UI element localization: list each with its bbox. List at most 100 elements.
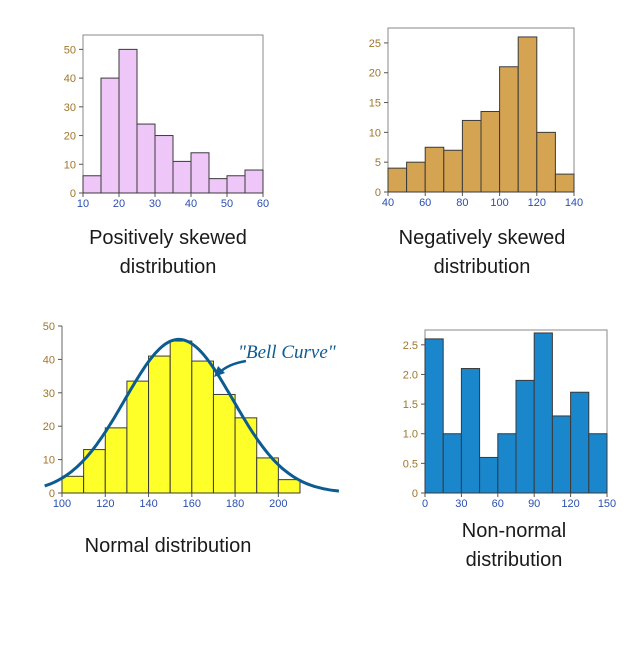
histogram-bar bbox=[169, 340, 193, 494]
y-tick-label: 10 bbox=[369, 127, 381, 139]
histogram-bar bbox=[387, 167, 408, 193]
histogram-bar bbox=[479, 456, 499, 494]
histogram-bar bbox=[536, 131, 556, 193]
y-tick-label: 25 bbox=[369, 38, 381, 50]
histogram-bar bbox=[136, 123, 156, 194]
histogram-bar bbox=[172, 160, 192, 194]
histogram-bar bbox=[406, 161, 426, 193]
histogram-bar bbox=[118, 48, 138, 194]
chart-caption: Positively skewed bbox=[89, 227, 247, 249]
negatively-skewed-panel: 0 5 10 15 20 25 40 60 80 100 120 140 Negatively skew… bbox=[369, 27, 583, 278]
histogram-bar bbox=[443, 149, 463, 193]
x-tick-label: 150 bbox=[598, 498, 616, 510]
histogram-bar bbox=[100, 77, 120, 194]
histogram-bar bbox=[208, 178, 228, 194]
x-tick-label: 100 bbox=[490, 197, 508, 209]
bell-curve-line bbox=[44, 337, 340, 493]
chart-caption: Normal distribution bbox=[85, 535, 252, 557]
x-tick-label: 180 bbox=[226, 498, 244, 510]
histogram-bar bbox=[480, 110, 501, 193]
histogram-bar bbox=[190, 152, 210, 194]
x-tick-label: 40 bbox=[185, 198, 197, 210]
y-tick-label: 20 bbox=[43, 421, 55, 433]
chart-caption: distribution bbox=[434, 256, 531, 278]
histogram-bar bbox=[148, 355, 171, 494]
normal-distribution-panel: 0 10 20 30 40 50 100 120 140 160 180 200 "Bell Curve… bbox=[43, 321, 340, 557]
y-tick-label: 30 bbox=[64, 102, 76, 114]
y-tick-label: 1.5 bbox=[403, 399, 418, 411]
histogram-bar bbox=[460, 368, 481, 494]
y-tick-label: 10 bbox=[43, 455, 55, 467]
histogram-bar bbox=[244, 169, 264, 194]
x-tick-label: 40 bbox=[382, 197, 394, 209]
histogram-bar bbox=[212, 393, 236, 494]
y-tick-label: 50 bbox=[64, 44, 76, 56]
x-tick-label: 120 bbox=[528, 197, 546, 209]
histogram-bar bbox=[588, 433, 608, 494]
histogram-bar bbox=[461, 119, 482, 193]
histogram-bar bbox=[554, 173, 575, 193]
chart-caption: Negatively skewed bbox=[399, 227, 566, 249]
y-tick-label: 30 bbox=[43, 388, 55, 400]
histogram-bar bbox=[61, 475, 85, 494]
y-tick-label: 2.0 bbox=[403, 369, 418, 381]
histogram-bar bbox=[104, 427, 128, 494]
x-tick-label: 60 bbox=[419, 197, 431, 209]
y-tick-label: 1.0 bbox=[403, 429, 418, 441]
x-tick-label: 90 bbox=[528, 498, 540, 510]
y-tick-label: 0 bbox=[70, 188, 76, 200]
histogram-bar bbox=[226, 175, 246, 194]
histogram-bar bbox=[551, 415, 572, 494]
histogram-bar bbox=[533, 332, 553, 494]
histogram-bar bbox=[256, 457, 279, 494]
x-tick-label: 200 bbox=[269, 498, 287, 510]
x-tick-label: 60 bbox=[257, 198, 269, 210]
y-tick-label: 0 bbox=[49, 488, 55, 500]
x-tick-label: 100 bbox=[53, 498, 71, 510]
y-tick-label: 40 bbox=[43, 354, 55, 366]
histogram-bar bbox=[515, 379, 535, 494]
histogram-bar bbox=[277, 479, 301, 494]
y-tick-label: 0.5 bbox=[403, 458, 418, 470]
chart-caption: Non-normal bbox=[462, 520, 566, 542]
chart-caption: distribution bbox=[120, 256, 217, 278]
histogram-bar bbox=[497, 433, 517, 494]
y-tick-label: 5 bbox=[375, 157, 381, 169]
y-tick-label: 50 bbox=[43, 321, 55, 333]
x-tick-label: 60 bbox=[492, 498, 504, 510]
x-tick-label: 140 bbox=[565, 197, 583, 209]
y-tick-label: 15 bbox=[369, 98, 381, 110]
histogram-bar bbox=[191, 360, 214, 494]
x-tick-label: 140 bbox=[139, 498, 157, 510]
x-tick-label: 80 bbox=[456, 197, 468, 209]
x-tick-label: 20 bbox=[113, 198, 125, 210]
chart-caption: distribution bbox=[466, 549, 563, 571]
y-tick-label: 20 bbox=[369, 68, 381, 80]
x-tick-label: 10 bbox=[77, 198, 89, 210]
bell-curve-label: "Bell Curve" bbox=[238, 342, 337, 363]
histogram-bar bbox=[517, 36, 538, 193]
y-tick-label: 10 bbox=[64, 159, 76, 171]
histogram-bar bbox=[424, 146, 445, 193]
histogram-bar bbox=[499, 66, 519, 193]
histogram-bar bbox=[442, 433, 462, 494]
y-tick-label: 2.5 bbox=[403, 340, 418, 352]
y-tick-label: 40 bbox=[64, 73, 76, 85]
x-tick-label: 30 bbox=[149, 198, 161, 210]
x-tick-label: 120 bbox=[561, 498, 579, 510]
y-tick-label: 20 bbox=[64, 131, 76, 143]
histogram-bar bbox=[570, 391, 590, 494]
non-normal-panel: 0 0.5 1.0 1.5 2.0 2.5 0 30 60 90 120 150 Non-normal d… bbox=[403, 329, 616, 571]
histogram-bar bbox=[154, 135, 174, 194]
y-tick-label: 0 bbox=[375, 187, 381, 199]
x-tick-label: 30 bbox=[455, 498, 467, 510]
histogram-bar bbox=[126, 380, 150, 494]
x-tick-label: 50 bbox=[221, 198, 233, 210]
histogram-bar bbox=[82, 175, 102, 194]
x-tick-label: 120 bbox=[96, 498, 114, 510]
histogram-bar bbox=[424, 338, 444, 494]
x-tick-label: 160 bbox=[183, 498, 201, 510]
histogram-bar bbox=[234, 417, 258, 494]
